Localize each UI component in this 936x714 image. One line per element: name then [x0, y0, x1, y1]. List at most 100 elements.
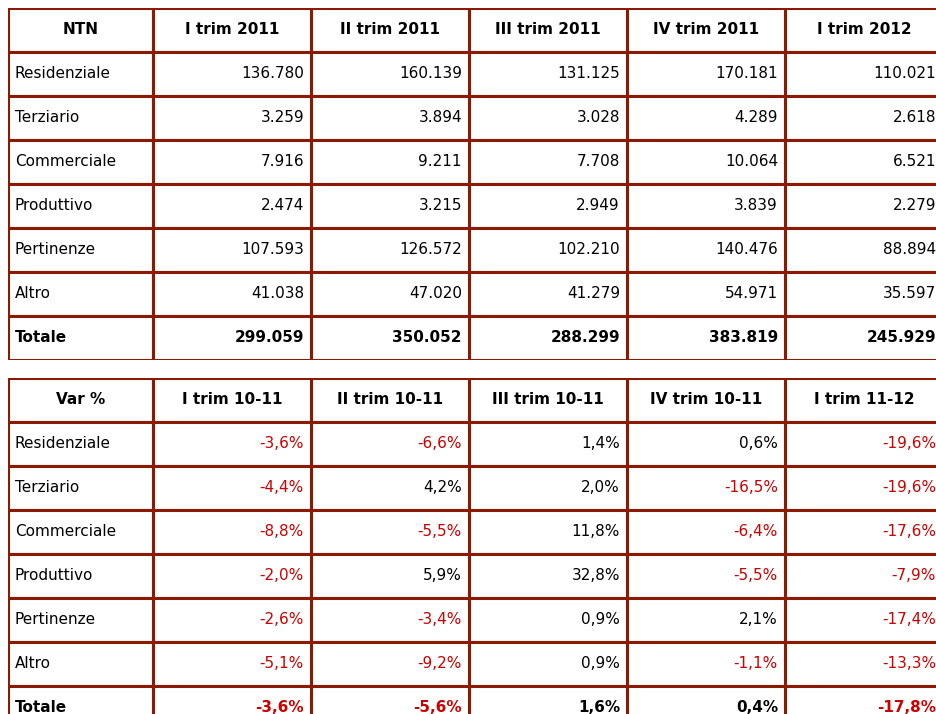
Bar — [8, 140, 153, 184]
Text: 11,8%: 11,8% — [571, 525, 620, 540]
Bar — [153, 8, 311, 52]
Text: I trim 2012: I trim 2012 — [816, 23, 911, 38]
Text: Commerciale: Commerciale — [15, 154, 116, 169]
Text: NTN: NTN — [63, 23, 98, 38]
Text: 110.021: 110.021 — [872, 66, 935, 81]
Text: 0,9%: 0,9% — [580, 613, 620, 628]
Text: Commerciale: Commerciale — [15, 525, 116, 540]
Text: 0,9%: 0,9% — [580, 656, 620, 671]
Bar — [8, 554, 153, 598]
Bar — [626, 686, 784, 714]
Text: 4,2%: 4,2% — [423, 481, 461, 496]
Bar — [469, 422, 626, 466]
Bar — [784, 272, 936, 316]
Text: 299.059: 299.059 — [234, 331, 303, 346]
Bar — [784, 8, 936, 52]
Text: -7,9%: -7,9% — [891, 568, 935, 583]
Bar — [784, 466, 936, 510]
Bar — [626, 8, 784, 52]
Bar — [469, 96, 626, 140]
Bar — [311, 686, 469, 714]
Text: I trim 2011: I trim 2011 — [184, 23, 279, 38]
Text: -5,1%: -5,1% — [259, 656, 303, 671]
Bar — [784, 510, 936, 554]
Text: 107.593: 107.593 — [241, 243, 303, 258]
Bar — [311, 184, 469, 228]
Text: -9,2%: -9,2% — [417, 656, 461, 671]
Bar — [311, 52, 469, 96]
Bar — [469, 272, 626, 316]
Bar — [784, 378, 936, 422]
Bar — [153, 554, 311, 598]
Text: -17,6%: -17,6% — [881, 525, 935, 540]
Text: 160.139: 160.139 — [399, 66, 461, 81]
Text: 1,4%: 1,4% — [580, 436, 620, 451]
Bar — [8, 598, 153, 642]
Text: Terziario: Terziario — [15, 111, 80, 126]
Text: 1,6%: 1,6% — [578, 700, 620, 714]
Bar — [626, 316, 784, 360]
Text: 136.780: 136.780 — [241, 66, 303, 81]
Bar — [8, 510, 153, 554]
Text: -1,1%: -1,1% — [733, 656, 777, 671]
Text: Var %: Var % — [56, 393, 105, 408]
Text: -16,5%: -16,5% — [724, 481, 777, 496]
Text: III trim 2011: III trim 2011 — [494, 23, 600, 38]
Bar — [784, 140, 936, 184]
Text: 10.064: 10.064 — [724, 154, 777, 169]
Text: 2.618: 2.618 — [892, 111, 935, 126]
Bar — [153, 96, 311, 140]
Text: 35.597: 35.597 — [882, 286, 935, 301]
Bar — [626, 642, 784, 686]
Text: 5,9%: 5,9% — [423, 568, 461, 583]
Bar — [153, 510, 311, 554]
Bar — [784, 598, 936, 642]
Bar — [311, 316, 469, 360]
Bar — [153, 316, 311, 360]
Bar — [784, 228, 936, 272]
Bar — [311, 140, 469, 184]
Bar — [469, 554, 626, 598]
Bar — [784, 96, 936, 140]
Bar — [8, 96, 153, 140]
Text: Terziario: Terziario — [15, 481, 80, 496]
Bar — [469, 8, 626, 52]
Bar — [311, 598, 469, 642]
Bar — [626, 554, 784, 598]
Text: 47.020: 47.020 — [408, 286, 461, 301]
Bar — [784, 52, 936, 96]
Text: 88.894: 88.894 — [882, 243, 935, 258]
Text: -17,8%: -17,8% — [876, 700, 935, 714]
Text: -19,6%: -19,6% — [881, 436, 935, 451]
Bar — [153, 422, 311, 466]
Bar — [311, 228, 469, 272]
Bar — [784, 422, 936, 466]
Text: Totale: Totale — [15, 700, 67, 714]
Bar — [153, 52, 311, 96]
Bar — [469, 598, 626, 642]
Bar — [626, 228, 784, 272]
Text: IV trim 2011: IV trim 2011 — [652, 23, 758, 38]
Bar — [784, 642, 936, 686]
Text: 2.949: 2.949 — [576, 198, 620, 213]
Bar — [8, 184, 153, 228]
Text: 54.971: 54.971 — [724, 286, 777, 301]
Text: 2,0%: 2,0% — [580, 481, 620, 496]
Text: 126.572: 126.572 — [399, 243, 461, 258]
Text: III trim 10-11: III trim 10-11 — [491, 393, 603, 408]
Text: -3,6%: -3,6% — [259, 436, 303, 451]
Bar — [8, 316, 153, 360]
Bar — [311, 272, 469, 316]
Bar — [8, 272, 153, 316]
Text: 7.708: 7.708 — [576, 154, 620, 169]
Text: -5,5%: -5,5% — [417, 525, 461, 540]
Bar — [311, 554, 469, 598]
Text: 0,4%: 0,4% — [735, 700, 777, 714]
Bar — [469, 228, 626, 272]
Text: -4,4%: -4,4% — [259, 481, 303, 496]
Bar — [311, 642, 469, 686]
Text: 3.259: 3.259 — [260, 111, 303, 126]
Bar — [784, 554, 936, 598]
Text: II trim 2011: II trim 2011 — [340, 23, 440, 38]
Text: 3.839: 3.839 — [734, 198, 777, 213]
